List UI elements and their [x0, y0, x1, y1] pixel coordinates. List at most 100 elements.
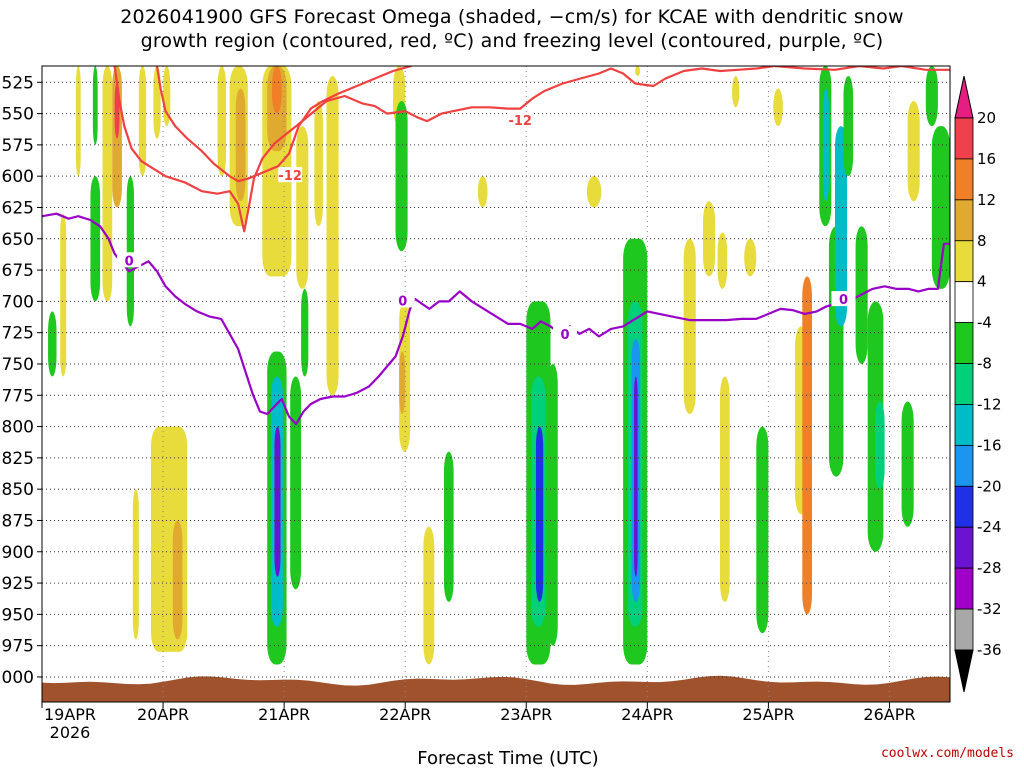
omega-cell-50	[732, 76, 740, 108]
colorbar-label-2: 12	[977, 191, 996, 209]
colorbar-bin-10	[954, 526, 974, 569]
contour-label-4: 0	[560, 328, 569, 343]
y-tick-label-700: 700	[2, 292, 34, 312]
y-tick-label-775: 775	[2, 386, 34, 406]
colorbar-label-11: -28	[977, 559, 1002, 577]
contour-label-bg-5	[831, 291, 856, 307]
y-tick-label-900: 900	[2, 543, 34, 563]
y-tick-label-950: 950	[2, 605, 34, 625]
omega-cell-30	[395, 101, 408, 252]
omega-shading-layer	[48, 66, 950, 665]
x-axis-label: Forecast Time (UTC)	[417, 748, 598, 768]
colorbar-label-3: 8	[977, 232, 987, 250]
omega-cell-3	[92, 66, 98, 145]
colorbar-bin-11	[954, 567, 974, 610]
omega-cell-44	[634, 376, 638, 577]
y-tick-label-675: 675	[2, 261, 34, 281]
omega-cell-48	[717, 232, 728, 289]
y-tick-label-875: 875	[2, 511, 34, 531]
contour-label-1: -12	[508, 114, 532, 129]
omega-cell-57	[822, 88, 829, 202]
omega-cell-33	[423, 526, 435, 665]
colorbar-bin-9	[954, 485, 974, 528]
y-axis: 525 550 575 600 625 650 675 700 725 750 775 800 825 8…	[0, 73, 42, 688]
contour-label-layer: -12 -12 0 0 0 0	[117, 112, 856, 343]
omega-cell-64	[901, 401, 914, 527]
omega-cell-5	[102, 66, 113, 302]
omega-cell-47	[703, 201, 716, 277]
y-tick-label-725: 725	[2, 324, 34, 344]
omega-cell-23	[326, 76, 339, 396]
colorbar-label-9: -20	[977, 477, 1002, 495]
y-tick-label-600: 600	[2, 167, 34, 187]
colorbar-bin-4	[954, 281, 974, 324]
contour-label-0: -12	[278, 169, 302, 184]
colorbar-bin-0	[954, 117, 974, 160]
omega-cell-1	[60, 213, 67, 377]
omega-cell-9	[138, 66, 147, 177]
contour-label-2: 0	[125, 254, 134, 269]
omega-cell-53	[773, 88, 783, 127]
contour-label-bg-1	[508, 112, 533, 128]
omega-cell-22	[314, 101, 323, 227]
colorbar-label-8: -16	[977, 436, 1002, 454]
colorbar-label-10: -24	[977, 518, 1002, 536]
y-tick-label-825: 825	[2, 449, 34, 469]
x-tick-label-24APR: 24APR	[621, 705, 673, 724]
contour-line-0	[113, 66, 950, 233]
y-tick-label-575: 575	[2, 136, 34, 156]
colorbar-top-arrow	[954, 75, 974, 119]
colorbar-bin-8	[954, 444, 974, 487]
colorbar-label-6: -8	[977, 355, 992, 373]
x-year-label: 2026	[50, 723, 91, 742]
colorbar-label-12: -32	[977, 600, 1002, 618]
y-tick-label-1000: 1000	[0, 668, 34, 688]
x-tick-label-21APR: 21APR	[258, 705, 310, 724]
ground-layer	[42, 675, 950, 702]
colorbar-label-7: -12	[977, 395, 1002, 413]
omega-cell-12	[132, 489, 139, 640]
y-tick-label-850: 850	[2, 480, 34, 500]
omega-cell-46	[683, 238, 696, 415]
omega-cell-52	[756, 426, 769, 634]
contour-label-bg-0	[278, 167, 303, 183]
colorbar-label-4: 4	[977, 273, 987, 291]
contour-line-1	[155, 66, 412, 183]
omega-cell-4	[90, 176, 101, 302]
omega-cell-39	[548, 363, 558, 646]
y-tick-label-550: 550	[2, 105, 34, 125]
omega-cell-28	[301, 288, 309, 377]
x-tick-label-26APR: 26APR	[863, 705, 915, 724]
colorbar: 20 16 12 8 4 -4 -8 -12 -16 -20 -24 -28 -32 -36	[954, 75, 1002, 693]
colorbar-label-1: 16	[977, 150, 996, 168]
omega-cell-67	[931, 126, 950, 289]
omega-cell-63	[874, 401, 885, 490]
omega-cell-40	[586, 176, 602, 208]
omega-cell-8	[126, 176, 135, 327]
contour-label-bg-3	[390, 292, 415, 308]
contour-line-2	[42, 212, 950, 426]
x-tick-label-19APR: 19APR	[44, 705, 96, 724]
omega-cell-14	[172, 520, 183, 640]
omega-cell-49	[719, 376, 730, 602]
contour-label-bg-2	[117, 252, 142, 268]
colorbar-bin-3	[954, 240, 974, 283]
omega-cell-65	[907, 101, 920, 202]
omega-cell-35	[477, 176, 488, 208]
colorbar-bin-5	[954, 322, 974, 364]
omega-cell-2	[75, 66, 81, 177]
colorbar-label-5: -4	[977, 314, 992, 332]
omega-cell-0	[48, 311, 57, 377]
colorbar-label-0: 20	[977, 109, 996, 127]
credit-link[interactable]: coolwx.com/models	[880, 746, 1014, 761]
y-tick-label-625: 625	[2, 198, 34, 218]
colorbar-bottom-arrow	[954, 649, 974, 693]
y-tick-label-750: 750	[2, 355, 34, 375]
omega-cell-45	[635, 66, 641, 77]
chart-title-line-1: 2026041900 GFS Forecast Omega (shaded, −…	[120, 6, 904, 28]
colorbar-bin-12	[954, 608, 974, 651]
chart-title-line-2: growth region (contoured, red, ºC) and f…	[140, 30, 884, 52]
colorbar-bin-2	[954, 199, 974, 242]
y-tick-label-650: 650	[2, 230, 34, 250]
